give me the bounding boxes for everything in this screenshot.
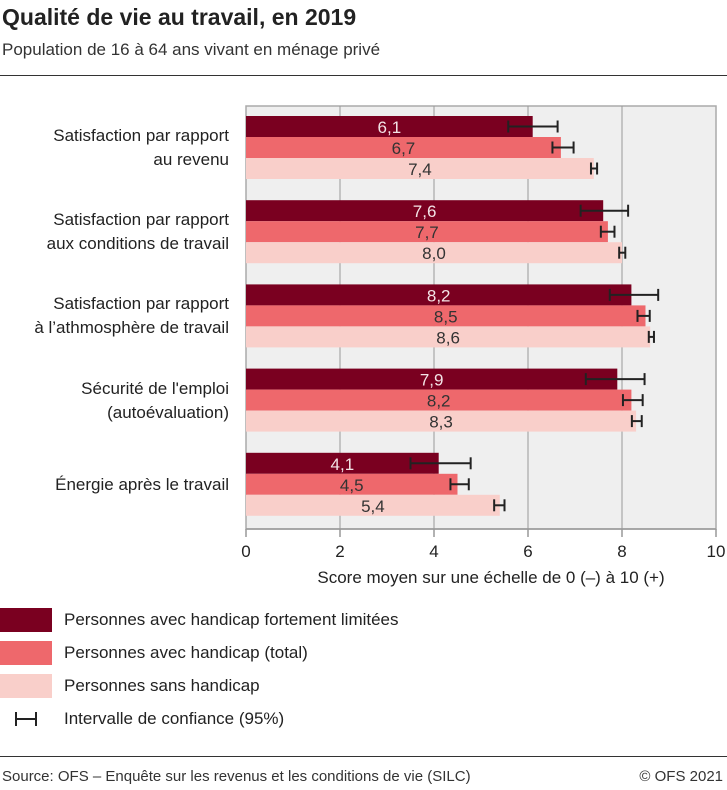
data-label: 8,5 [434, 307, 458, 326]
category-label-line: Sécurité de l'emploi [81, 378, 229, 398]
x-axis-label: Score moyen sur une échelle de 0 (–) à 1… [317, 568, 664, 587]
x-tick-label: 8 [617, 542, 626, 561]
category-label-line: au revenu [153, 150, 229, 169]
bar [246, 473, 458, 495]
data-label: 4,1 [331, 455, 355, 474]
error-bar [551, 141, 575, 154]
bar [246, 242, 622, 264]
data-label: 8,6 [436, 328, 460, 347]
x-tick-label: 4 [429, 542, 438, 561]
data-label: 7,7 [415, 223, 439, 242]
bar [246, 200, 604, 222]
bar [246, 116, 533, 137]
error-bar [584, 373, 646, 386]
data-label: 7,6 [413, 202, 437, 221]
chart-subtitle: Population de 16 à 64 ans vivant en ména… [2, 40, 381, 59]
chart-title: Qualité de vie au travail, en 2019 [2, 4, 357, 30]
data-label: 8,0 [422, 244, 446, 263]
error-bar [636, 309, 651, 322]
category-label: Énergie après le travail [0, 473, 229, 497]
plot-area: 0 2 4 6 8 10 Score moyen sur une échelle de 0 … [241, 105, 726, 587]
error-bar [618, 246, 627, 259]
legend-label: Intervalle de confiance (95%) [64, 709, 285, 728]
error-bar [630, 415, 643, 428]
category-label: Sécurité de l'emploi (autoévaluation) [0, 377, 229, 425]
bar [246, 389, 632, 411]
bar [246, 137, 561, 158]
confidence-interval-icon [15, 712, 37, 726]
category-label: Satisfaction par rapport au revenu [0, 124, 229, 172]
error-bar [409, 457, 472, 470]
error-bar [599, 225, 616, 238]
error-bar [507, 120, 559, 133]
legend-label: Personnes avec handicap fortement limité… [64, 610, 399, 629]
bar [246, 368, 618, 390]
error-bar [608, 288, 660, 301]
category-label-line: à l’athmosphère de travail [34, 318, 229, 338]
category-label: Satisfaction par rapport aux conditions d… [0, 208, 229, 256]
error-bar [579, 204, 630, 217]
x-tick-label: 2 [335, 542, 344, 561]
bar [246, 410, 637, 432]
bar [246, 326, 651, 348]
category-label-line: aux conditions de travail [46, 234, 229, 254]
x-tick-label: 6 [523, 542, 532, 561]
data-label: 4,5 [340, 476, 364, 495]
error-bar [493, 499, 506, 512]
data-label: 8,2 [427, 286, 451, 305]
legend-item: Personnes sans handicap [0, 673, 260, 699]
bar [246, 221, 608, 243]
category-label-line: Satisfaction par rapport [53, 294, 229, 314]
data-label: 8,2 [427, 392, 451, 411]
error-bar [647, 330, 655, 343]
bar [246, 305, 646, 327]
data-label: 8,3 [429, 413, 453, 432]
data-label: 6,1 [378, 118, 402, 137]
source-note: Source: OFS – Enquête sur les revenus et… [2, 768, 471, 785]
error-bar [449, 478, 470, 491]
bar [246, 494, 500, 516]
bar [246, 452, 439, 474]
legend-item-ci: Intervalle de confiance (95%) [0, 706, 284, 732]
legend-swatch [0, 674, 52, 698]
error-bar [589, 162, 599, 175]
top-divider [0, 75, 727, 76]
legend-item: Personnes avec handicap (total) [0, 640, 308, 666]
data-label: 6,7 [392, 139, 416, 158]
data-label: 7,9 [420, 371, 444, 390]
category-label: Satisfaction par rapport à l’athmosphère … [0, 292, 229, 340]
legend-swatch [0, 608, 52, 632]
legend-swatch [0, 641, 52, 665]
error-bar [621, 394, 644, 407]
x-tick-label: 10 [707, 542, 726, 561]
bottom-divider [0, 756, 727, 757]
category-label-line: Satisfaction par rapport [53, 126, 229, 145]
category-label-line: Énergie après le travail [55, 474, 229, 494]
data-label: 5,4 [361, 497, 385, 516]
data-label: 7,4 [408, 160, 432, 179]
copyright: © OFS 2021 [639, 768, 723, 785]
x-tick-label: 0 [241, 542, 250, 561]
category-label-line: Satisfaction par rapport [53, 210, 229, 230]
bar [246, 284, 632, 306]
category-label-line: (autoévaluation) [107, 402, 229, 422]
legend-item: Personnes avec handicap fortement limité… [0, 607, 399, 633]
legend-label: Personnes sans handicap [64, 676, 260, 695]
legend-label: Personnes avec handicap (total) [64, 643, 308, 662]
bar [246, 158, 594, 179]
